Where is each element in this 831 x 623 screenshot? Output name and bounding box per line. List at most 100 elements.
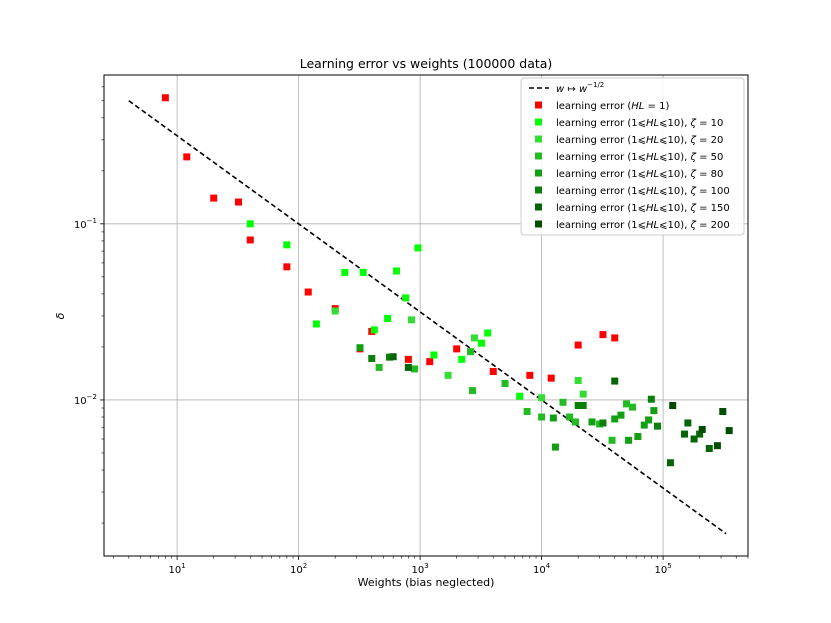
data-point bbox=[640, 421, 648, 429]
x-tick-exp: 3 bbox=[424, 562, 428, 570]
data-point bbox=[698, 425, 706, 433]
data-point bbox=[628, 403, 636, 411]
x-tick-label: 103 bbox=[412, 562, 429, 576]
x-tick-label: 105 bbox=[654, 562, 671, 576]
data-point bbox=[467, 348, 475, 356]
data-point bbox=[599, 331, 607, 339]
data-point bbox=[566, 413, 574, 421]
data-point bbox=[501, 379, 509, 387]
y-tick-base: 10 bbox=[74, 220, 87, 231]
legend-label-part: ζ bbox=[689, 135, 696, 146]
x-tick-exp: 1 bbox=[181, 562, 185, 570]
legend-label-part: HL bbox=[646, 152, 659, 163]
data-point bbox=[477, 339, 485, 347]
legend-label: learning error (1⩽HL⩽10), ζ = 150 bbox=[556, 203, 730, 214]
x-axis-label: Weights (bias neglected) bbox=[358, 576, 495, 589]
data-point bbox=[246, 220, 254, 228]
legend-label-part: learning error (1⩽ bbox=[556, 118, 646, 129]
data-point bbox=[574, 341, 582, 349]
data-point bbox=[469, 387, 477, 395]
data-point bbox=[402, 294, 410, 302]
x-tick-label: 102 bbox=[290, 562, 307, 576]
data-point bbox=[341, 268, 349, 276]
legend-label-part: HL bbox=[646, 220, 659, 231]
data-point bbox=[713, 442, 721, 450]
data-point bbox=[484, 329, 492, 337]
x-tick-exp: 2 bbox=[303, 562, 307, 570]
legend-label-part: ⩽10), bbox=[659, 118, 690, 129]
data-point bbox=[414, 244, 422, 252]
legend-label: learning error (1⩽HL⩽10), ζ = 50 bbox=[556, 152, 723, 163]
data-point bbox=[574, 402, 582, 410]
legend-swatch bbox=[535, 186, 542, 194]
y-tick-label: 10−1 bbox=[74, 217, 97, 231]
data-point bbox=[389, 353, 397, 361]
data-point bbox=[375, 363, 383, 371]
data-point bbox=[331, 307, 339, 315]
legend-label-part: HL bbox=[646, 186, 659, 197]
data-point bbox=[574, 376, 582, 384]
legend-label-part: = 150 bbox=[696, 203, 730, 214]
data-point bbox=[404, 355, 412, 363]
data-point bbox=[571, 418, 579, 426]
data-point bbox=[386, 353, 394, 361]
legend-label-part: = 50 bbox=[696, 152, 723, 163]
legend-label-part: learning error (1⩽ bbox=[556, 220, 646, 231]
legend-label-part: learning error (1⩽ bbox=[556, 186, 646, 197]
data-point bbox=[408, 316, 416, 324]
legend-label-part: = 1) bbox=[644, 101, 669, 112]
legend-label-part: ⩽10), bbox=[659, 169, 690, 180]
data-point bbox=[368, 354, 376, 362]
legend-label-part: ζ bbox=[689, 203, 696, 214]
data-points bbox=[161, 94, 733, 467]
legend-swatch bbox=[535, 203, 542, 211]
data-point bbox=[684, 419, 692, 427]
data-point bbox=[623, 400, 631, 408]
data-point bbox=[650, 407, 658, 415]
legend-label: learning error (1⩽HL⩽10), ζ = 100 bbox=[556, 186, 730, 197]
data-point bbox=[705, 445, 713, 453]
legend-label: learning error (1⩽HL⩽10), ζ = 20 bbox=[556, 135, 723, 146]
legend-label-part: w bbox=[579, 84, 588, 95]
data-point bbox=[404, 363, 412, 371]
legend-label-part: ζ bbox=[689, 152, 696, 163]
legend-swatch bbox=[535, 118, 542, 126]
data-point bbox=[161, 94, 169, 102]
legend-swatch bbox=[535, 101, 542, 109]
legend-label-part: learning error (1⩽ bbox=[556, 135, 646, 146]
legend-label-part: −1/2 bbox=[587, 81, 604, 89]
legend-swatch bbox=[535, 169, 542, 177]
legend-frame bbox=[520, 77, 745, 236]
legend-swatch bbox=[535, 135, 542, 143]
legend-label-reference-line: w ↦ w−1/2 bbox=[556, 81, 604, 95]
data-point bbox=[611, 415, 619, 423]
legend-label-part: = 20 bbox=[696, 135, 723, 146]
legend-label-part: w bbox=[556, 84, 565, 95]
data-point bbox=[210, 194, 218, 202]
legend-label-part: ⩽10), bbox=[659, 135, 690, 146]
data-point bbox=[654, 422, 662, 430]
data-point bbox=[547, 374, 555, 382]
data-point bbox=[680, 430, 688, 438]
data-point bbox=[356, 344, 364, 352]
x-tick-base: 10 bbox=[290, 565, 303, 576]
x-tick-label: 101 bbox=[169, 562, 186, 576]
data-point bbox=[647, 395, 655, 403]
legend-label-part: = 100 bbox=[696, 186, 730, 197]
y-tick-base: 10 bbox=[74, 396, 87, 407]
data-point bbox=[625, 436, 633, 444]
data-point bbox=[183, 153, 191, 161]
x-tick-exp: 4 bbox=[546, 562, 551, 570]
data-point bbox=[666, 459, 674, 467]
data-point bbox=[617, 411, 625, 419]
legend-label-part: HL bbox=[646, 135, 659, 146]
x-tick-label: 104 bbox=[533, 562, 551, 576]
x-tick-exp: 5 bbox=[667, 562, 671, 570]
data-point bbox=[690, 435, 698, 443]
data-point bbox=[696, 430, 704, 438]
data-point bbox=[411, 365, 419, 373]
data-point bbox=[430, 351, 438, 359]
